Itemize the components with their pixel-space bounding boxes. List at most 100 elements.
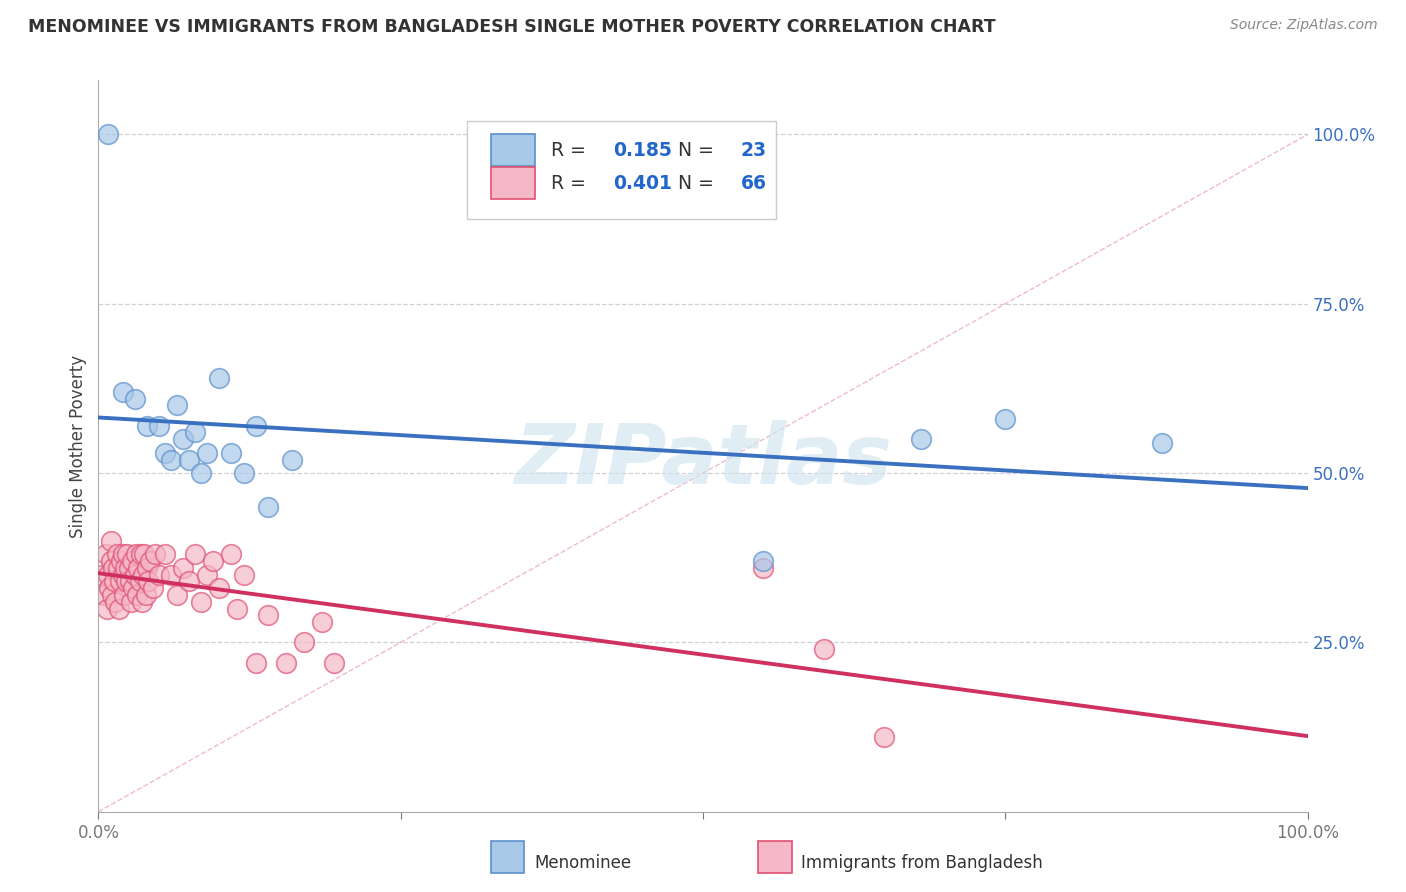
Point <box>813 642 835 657</box>
Point <box>127 588 149 602</box>
Text: 0.401: 0.401 <box>613 174 672 193</box>
Text: 23: 23 <box>741 141 766 160</box>
Point <box>111 567 134 582</box>
Point <box>179 452 201 467</box>
Point <box>94 547 117 561</box>
Point <box>111 384 134 399</box>
Point <box>98 581 121 595</box>
Point <box>105 547 128 561</box>
Point <box>166 588 188 602</box>
Point <box>208 581 231 595</box>
Point <box>153 547 176 561</box>
Point <box>221 547 243 561</box>
Text: Source: ZipAtlas.com: Source: ZipAtlas.com <box>1230 18 1378 32</box>
Point <box>127 561 149 575</box>
Point <box>134 547 156 561</box>
Point <box>148 567 170 582</box>
Point <box>111 547 134 561</box>
Point <box>117 547 139 561</box>
Point <box>136 574 159 589</box>
Point <box>1152 435 1174 450</box>
Point <box>752 554 775 568</box>
Point <box>142 581 165 595</box>
Point <box>190 595 212 609</box>
Point <box>256 500 278 514</box>
Point <box>96 601 118 615</box>
Point <box>101 561 124 575</box>
Point <box>124 392 146 406</box>
Point <box>100 588 122 602</box>
Point <box>139 554 162 568</box>
Point <box>221 446 243 460</box>
Point <box>190 466 212 480</box>
Point <box>100 533 122 548</box>
Point <box>104 595 127 609</box>
Point <box>281 452 304 467</box>
Point <box>103 574 125 589</box>
Point <box>226 601 249 615</box>
Point <box>232 567 254 582</box>
Point <box>245 656 267 670</box>
Point <box>132 567 155 582</box>
Point <box>232 466 254 480</box>
Point <box>143 547 166 561</box>
Point <box>323 656 346 670</box>
Point <box>195 446 218 460</box>
Text: Menominee: Menominee <box>534 854 631 871</box>
Point <box>994 412 1017 426</box>
FancyBboxPatch shape <box>467 120 776 219</box>
Point <box>160 567 183 582</box>
Point <box>121 554 143 568</box>
Point <box>108 601 131 615</box>
Point <box>752 561 775 575</box>
Point <box>245 418 267 433</box>
FancyBboxPatch shape <box>492 167 534 199</box>
Point <box>91 567 114 582</box>
Point <box>122 581 145 595</box>
Point <box>125 547 148 561</box>
Point <box>184 547 207 561</box>
Point <box>208 371 231 385</box>
Point <box>128 574 150 589</box>
Point <box>129 547 152 561</box>
Point <box>107 561 129 575</box>
Text: ZIPatlas: ZIPatlas <box>515 420 891 501</box>
Point <box>110 554 132 568</box>
Text: N =: N = <box>678 174 720 193</box>
Point <box>179 574 201 589</box>
Point <box>115 574 138 589</box>
Point <box>120 595 142 609</box>
Point <box>910 432 932 446</box>
Point <box>256 608 278 623</box>
Text: 0.185: 0.185 <box>613 141 672 160</box>
Point <box>195 567 218 582</box>
Point <box>274 656 297 670</box>
Point <box>153 446 176 460</box>
Y-axis label: Single Mother Poverty: Single Mother Poverty <box>69 354 87 538</box>
Point <box>112 588 135 602</box>
Point <box>97 567 120 582</box>
Point <box>118 574 141 589</box>
Point <box>114 561 136 575</box>
Text: N =: N = <box>678 141 720 160</box>
Point <box>184 425 207 440</box>
Point <box>97 128 120 142</box>
Text: R =: R = <box>551 174 592 193</box>
Text: Immigrants from Bangladesh: Immigrants from Bangladesh <box>801 854 1043 871</box>
Point <box>311 615 333 629</box>
Point <box>292 635 315 649</box>
Point <box>172 432 194 446</box>
Point <box>118 561 141 575</box>
Point <box>160 452 183 467</box>
Point <box>93 588 115 602</box>
Point <box>135 561 157 575</box>
Point <box>135 588 157 602</box>
Point <box>202 554 225 568</box>
Text: R =: R = <box>551 141 592 160</box>
FancyBboxPatch shape <box>492 134 534 166</box>
Point <box>124 567 146 582</box>
Point <box>148 418 170 433</box>
Point <box>108 574 131 589</box>
Point <box>166 398 188 412</box>
Point <box>131 595 153 609</box>
